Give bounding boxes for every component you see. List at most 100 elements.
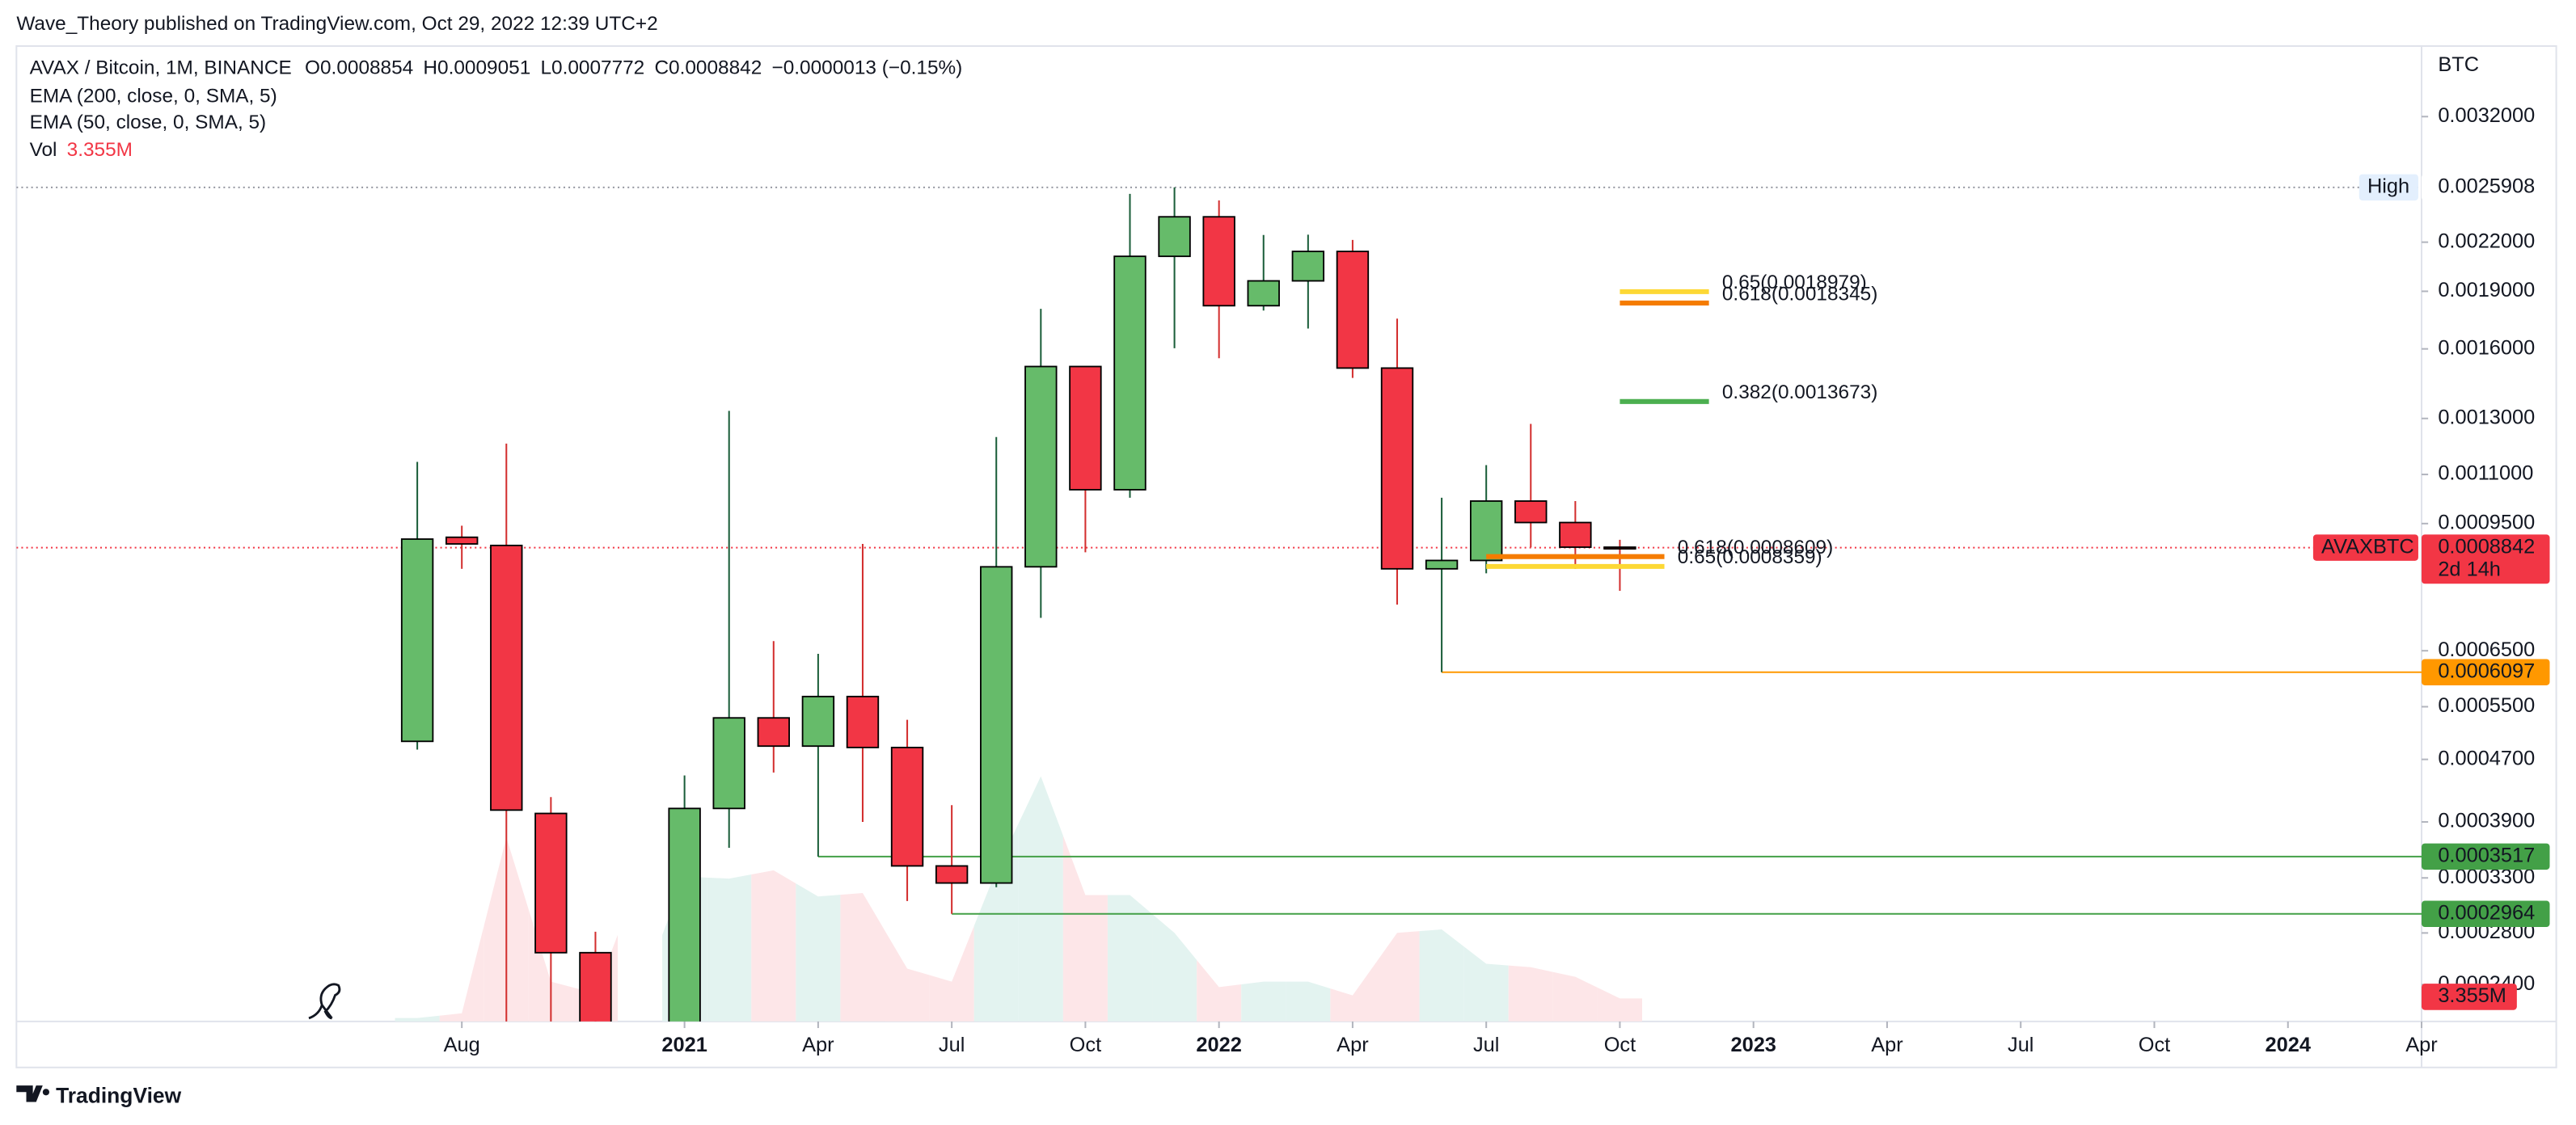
candle-body xyxy=(1069,365,1102,491)
candle-body xyxy=(579,951,612,1022)
volume-area xyxy=(1107,895,1153,1022)
level-badge-bg xyxy=(2422,659,2550,685)
y-tick-label: 0.0009500 xyxy=(2438,512,2535,534)
volume-area xyxy=(1375,931,1420,1022)
symbol-legend: AVAX / Bitcoin, 1M, BINANCE O0.0008854 H0.… xyxy=(30,57,963,79)
volume-area xyxy=(1197,959,1242,1022)
x-tick-label: Apr xyxy=(1337,1034,1369,1056)
candle-body xyxy=(712,717,745,810)
volume-area xyxy=(929,925,974,1022)
x-tick-label: 2023 xyxy=(1730,1034,1776,1056)
x-tick-label: 2022 xyxy=(1196,1034,1241,1056)
level-badge-bg xyxy=(2422,843,2550,870)
volume-area xyxy=(1419,929,1464,1022)
high-badge: 0.0025908 xyxy=(2438,175,2535,198)
y-tick-label: 0.0005500 xyxy=(2438,694,2535,717)
candle-body xyxy=(1559,521,1592,548)
o-label: O xyxy=(305,57,320,79)
candle-body xyxy=(1291,251,1325,282)
x-tick-label: Oct xyxy=(1604,1034,1636,1056)
fib-label: 0.618(0.0008609) xyxy=(1678,537,1833,558)
h-label: H xyxy=(423,57,437,79)
volume-legend: Vol 3.355M xyxy=(30,139,133,161)
chart-frame xyxy=(15,44,2557,1068)
level-badge: 0.0006097 xyxy=(2438,659,2535,682)
candle-body xyxy=(846,695,880,748)
publisher-line: Wave_Theory published on TradingView.com… xyxy=(16,13,657,35)
symbol-tag: AVAXBTC xyxy=(2321,535,2414,558)
volume-area xyxy=(528,909,573,1022)
volume-area xyxy=(1241,981,1286,1022)
volume-area xyxy=(1597,988,1642,1022)
change: −0.0000013 (−0.15%) xyxy=(771,57,962,79)
currency-label: BTC xyxy=(2438,53,2479,76)
c-value: 0.0008842 xyxy=(669,57,762,79)
candle-body xyxy=(1247,280,1280,307)
candle-body xyxy=(757,717,790,748)
volume-area xyxy=(439,925,484,1022)
x-tick-label: Jul xyxy=(939,1034,965,1056)
h-value: 0.0009051 xyxy=(437,57,530,79)
y-tick-label: 0.0013000 xyxy=(2438,406,2535,428)
high-tag-bg xyxy=(2359,174,2418,201)
symbol-tag-bg xyxy=(2312,534,2418,561)
volume-badge: 3.355M xyxy=(2438,984,2506,1007)
candle-body xyxy=(445,536,479,545)
candle-body xyxy=(1425,559,1459,570)
y-tick-label: 0.0006500 xyxy=(2438,638,2535,661)
level-badge-bg xyxy=(2422,900,2550,928)
y-tick-label: 0.0032000 xyxy=(2438,104,2535,127)
dino-icon xyxy=(308,983,341,1020)
volume-area xyxy=(840,892,885,1022)
volume-area xyxy=(1508,965,1553,1022)
indicator-legend: EMA (50, close, 0, SMA, 5) xyxy=(30,112,267,133)
volume-area xyxy=(1286,981,1331,1022)
y-tick-label: 0.0011000 xyxy=(2438,462,2533,485)
volume-name: Vol xyxy=(30,139,57,161)
level-badge: 0.0002964 xyxy=(2438,901,2535,924)
volume-area xyxy=(1018,776,1063,1022)
plot-area: 0.65(0.0018979)0.618(0.0018345) 0.382(0.0… xyxy=(16,186,2422,1022)
high-tag: High xyxy=(2367,175,2409,198)
x-tick-label: Oct xyxy=(1070,1034,1101,1056)
last-price: 0.0008842 xyxy=(2438,535,2535,558)
candle-body xyxy=(1603,546,1636,550)
indicator-legend: EMA (200, close, 0, SMA, 5) xyxy=(30,85,277,107)
candle-body xyxy=(1380,367,1414,570)
x-tick-label: 2021 xyxy=(661,1034,707,1056)
l-value: 0.0007772 xyxy=(551,57,644,79)
candle-body xyxy=(1514,500,1548,524)
volume-value: 3.355M xyxy=(67,139,133,161)
fib-label: 0.618(0.0018345) xyxy=(1722,283,1877,305)
x-tick-label: 2024 xyxy=(2266,1034,2311,1056)
fib-label: 0.382(0.0013673) xyxy=(1722,381,1877,403)
volume-area xyxy=(1152,913,1197,1022)
x-tick-label: Jul xyxy=(1473,1034,1499,1056)
candle-body xyxy=(890,746,924,867)
brand-logo xyxy=(16,1085,49,1102)
y-tick-label: 0.0004700 xyxy=(2438,747,2535,769)
x-tick-label: Apr xyxy=(802,1034,834,1056)
overlay: 0.0032000 0.0022000 0.0019000 0.0016000 0.00… xyxy=(444,104,2550,1056)
candle-body xyxy=(400,538,434,743)
x-tick-label: Jul xyxy=(2008,1034,2033,1056)
last-price-bg xyxy=(2422,534,2550,584)
x-tick-label: Apr xyxy=(2405,1034,2438,1056)
volume-area xyxy=(796,883,841,1022)
candle-body xyxy=(1469,500,1503,562)
countdown: 2d 14h xyxy=(2438,558,2501,581)
fib-label: 0.65(0.0018979) xyxy=(1722,272,1867,293)
volume-area xyxy=(885,930,930,1022)
o-value: 0.0008854 xyxy=(320,57,413,79)
candle-body xyxy=(1336,251,1370,369)
l-label: L xyxy=(540,57,551,79)
y-tick-label: 0.0003900 xyxy=(2438,810,2535,832)
volume-area xyxy=(751,870,796,1022)
level-badge: 0.0003517 xyxy=(2438,845,2535,867)
candle-body xyxy=(980,566,1013,884)
candle-body xyxy=(1158,216,1191,258)
candle-body xyxy=(801,695,835,748)
x-tick-label: Aug xyxy=(444,1034,480,1056)
